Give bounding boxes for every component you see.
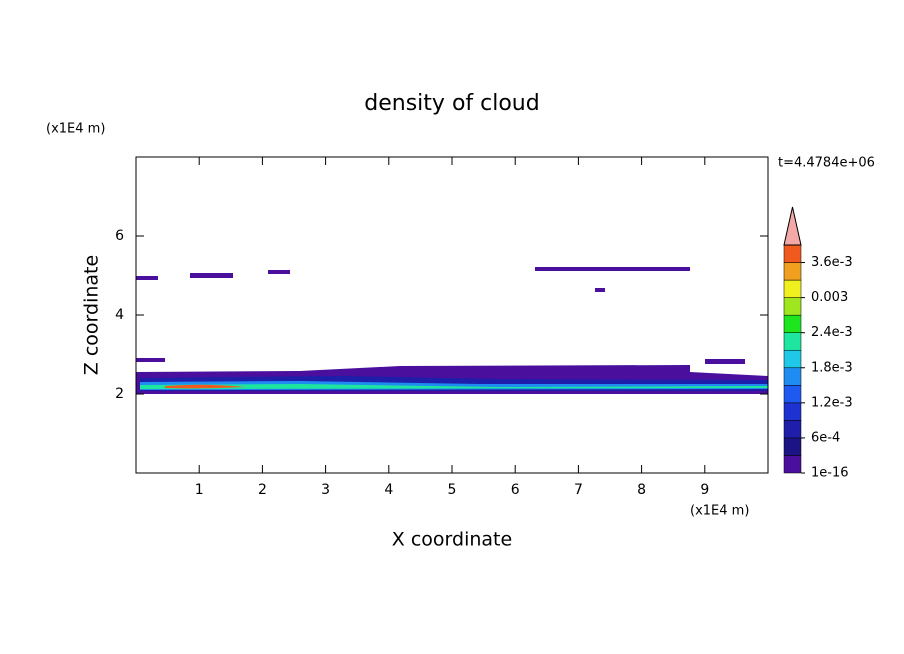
colorbar-bin (783, 385, 802, 404)
colorbar-bin (783, 402, 802, 421)
colorbar-extend (783, 206, 802, 246)
contour (165, 384, 245, 389)
colorbar-bin (783, 332, 802, 351)
x-tick-label: 7 (574, 482, 583, 498)
colorbar-label: 1.2e-3 (811, 395, 853, 410)
cloud-field (136, 267, 768, 394)
x-tick-label: 5 (448, 482, 457, 498)
colorbar-bin (783, 262, 802, 281)
colorbar-label: 1e-16 (811, 466, 849, 481)
x-tick-label: 2 (258, 482, 267, 498)
colorbar-bin (783, 244, 802, 263)
x-unit: (x1E4 m) (690, 504, 749, 519)
x-tick-label: 9 (700, 482, 709, 498)
colorbar-label: 2.4e-3 (811, 325, 853, 340)
colorbar-bin (783, 314, 802, 333)
x-axis-label: X coordinate (392, 529, 512, 551)
x-tick-label: 4 (384, 482, 393, 498)
chart-title: density of cloud (364, 91, 539, 116)
y-unit: (x1E4 m) (46, 122, 105, 137)
colorbar-bin (783, 349, 802, 369)
colorbar-label: 3.6e-3 (811, 255, 853, 270)
colorbar-bin (783, 279, 802, 298)
y-tick-label: 4 (115, 307, 124, 323)
contour (535, 267, 690, 271)
x-tick-label: 8 (637, 482, 646, 498)
colorbar-label: 6e-4 (811, 430, 840, 445)
colorbar-bin (783, 455, 802, 474)
x-tick-label: 3 (321, 482, 330, 498)
colorbar-bin (783, 297, 802, 316)
contour (136, 358, 165, 362)
x-tick-label: 1 (195, 482, 204, 498)
contour (268, 270, 290, 274)
y-tick-label: 6 (115, 228, 124, 244)
colorbar-bin (783, 437, 802, 456)
colorbar-label: 0.003 (811, 290, 848, 305)
plot-frame (135, 156, 769, 474)
colorbar-label: 1.8e-3 (811, 360, 853, 375)
colorbar-bin (783, 420, 802, 439)
y-axis-label: Z coordinate (81, 255, 103, 375)
colorbar-bin (783, 367, 802, 386)
contour (136, 276, 158, 280)
x-tick-label: 6 (511, 482, 520, 498)
contour (140, 384, 768, 389)
contour (705, 359, 745, 364)
y-tick-label: 2 (115, 386, 124, 402)
time-annotation: t=4.4784e+06 (778, 156, 875, 171)
contour (190, 273, 233, 278)
contour (595, 288, 605, 292)
